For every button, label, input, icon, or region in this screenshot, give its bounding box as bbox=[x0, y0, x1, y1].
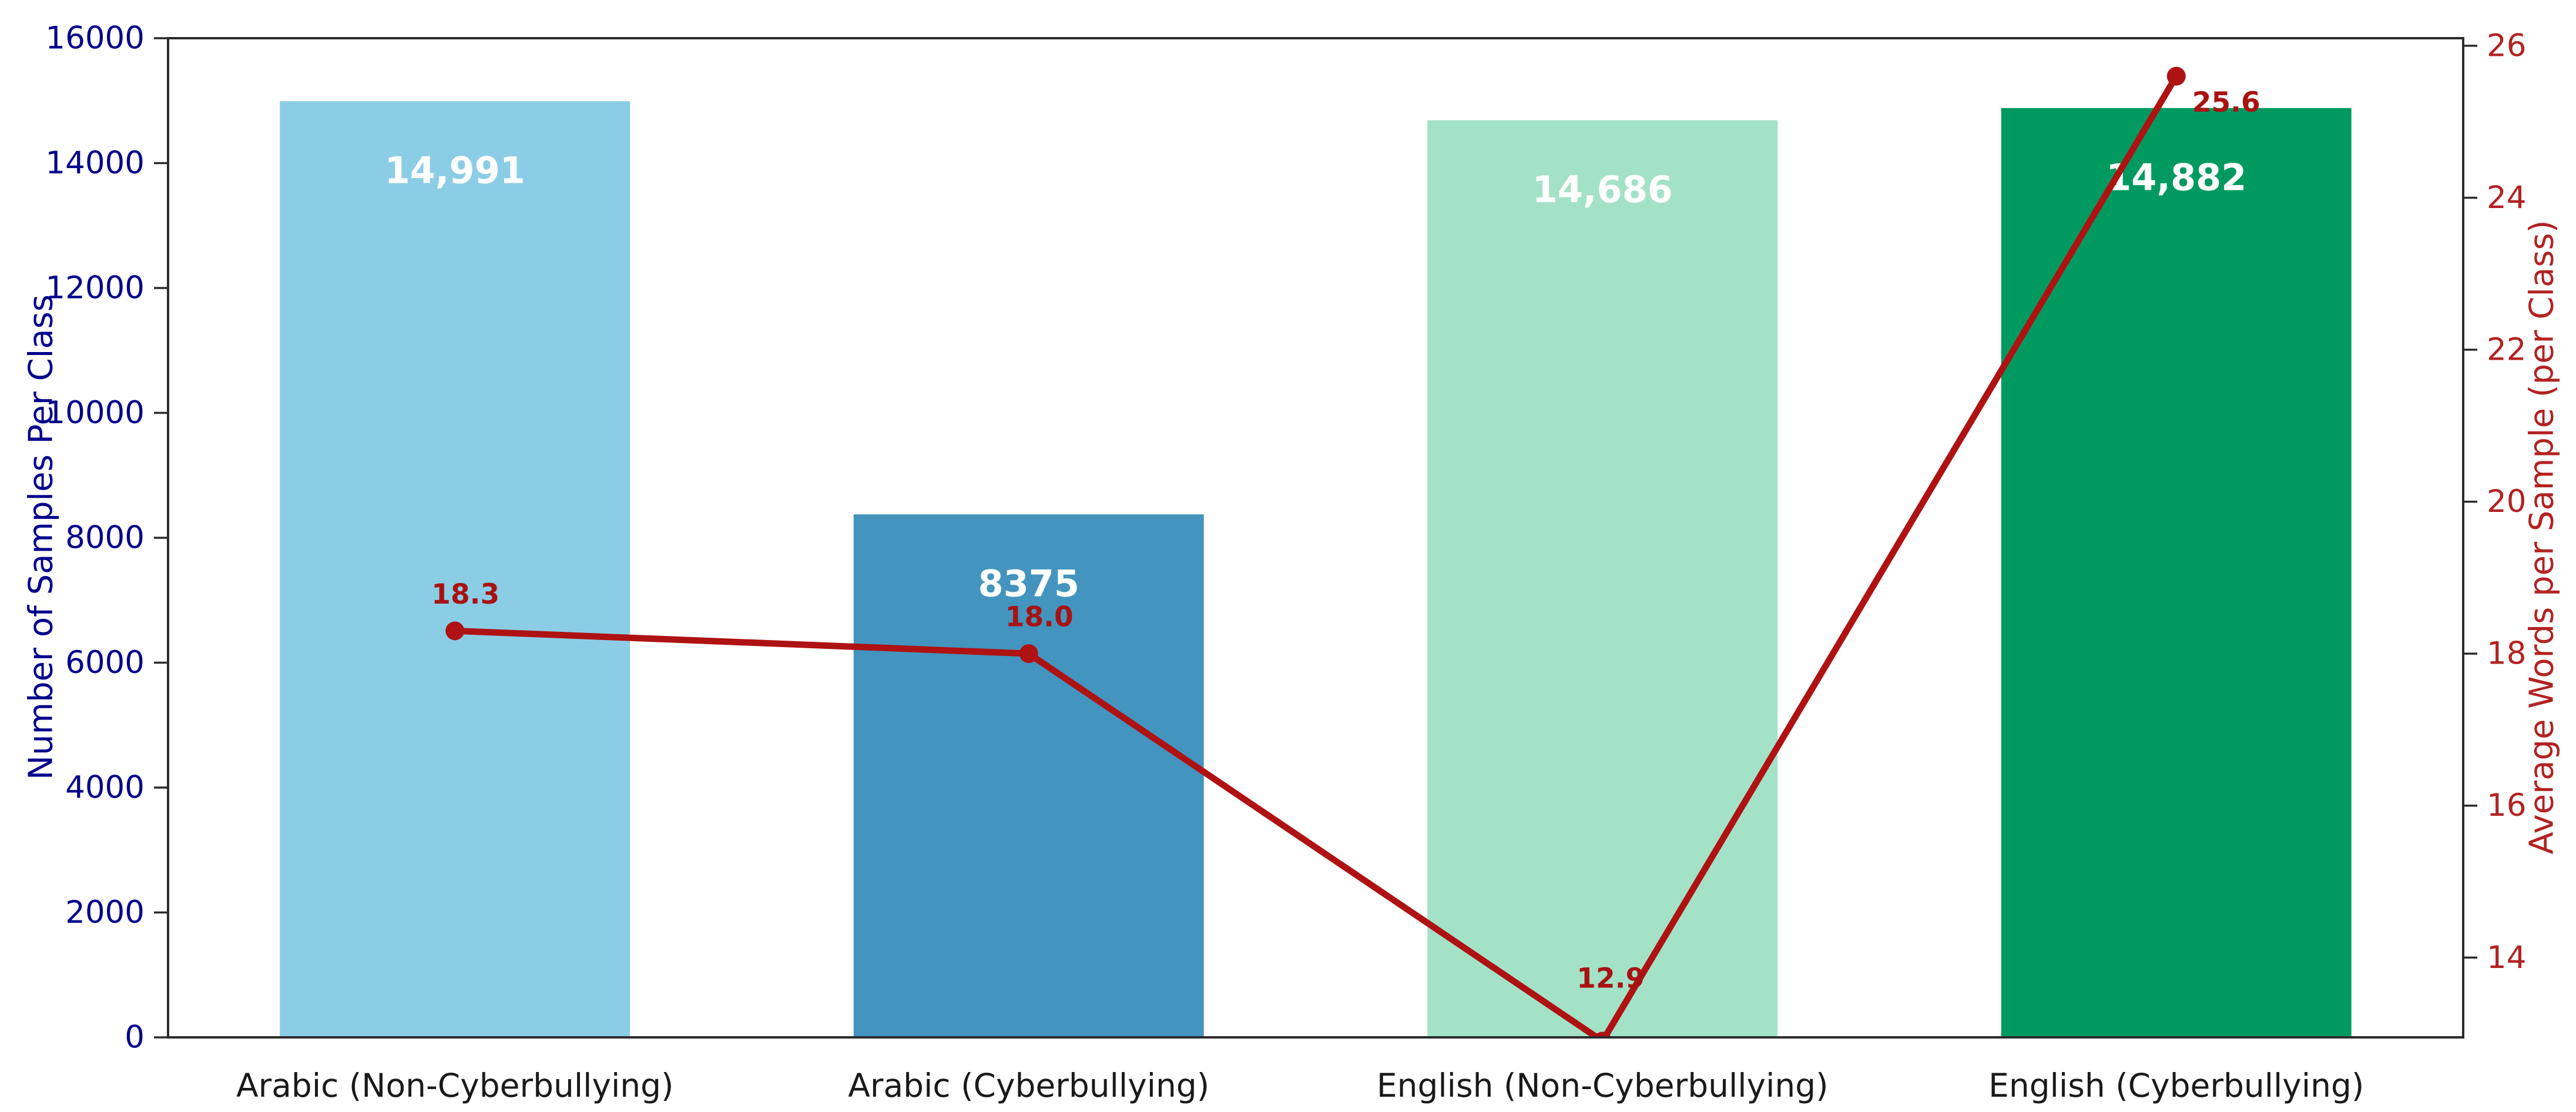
line-point-marker-1 bbox=[1019, 644, 1038, 664]
left-tick-label-6: 12000 bbox=[45, 270, 145, 306]
left-tick-label-4: 8000 bbox=[65, 520, 145, 556]
right-tick-label-0: 14 bbox=[2487, 940, 2526, 976]
left-tick-label-5: 10000 bbox=[45, 395, 145, 431]
x-tick-label-1: Arabic (Cyberbullying) bbox=[848, 1067, 1209, 1104]
right-tick-label-4: 22 bbox=[2487, 332, 2526, 368]
bar-2 bbox=[1427, 120, 1778, 1037]
bar-value-label-1: 8375 bbox=[978, 562, 1079, 605]
bar-1 bbox=[853, 514, 1204, 1037]
left-tick-label-8: 16000 bbox=[45, 21, 145, 56]
avg-words-line bbox=[451, 73, 2180, 1037]
bar-value-label-3: 14,882 bbox=[2106, 156, 2246, 199]
right-tick-label-2: 18 bbox=[2487, 636, 2526, 672]
line-point-label-2: 12.9 bbox=[1577, 963, 1645, 995]
right-y-axis-title: Average Words per Sample (per Class) bbox=[2523, 220, 2561, 855]
left-tick-label-7: 14000 bbox=[45, 145, 145, 181]
line-point-marker-3 bbox=[2166, 66, 2186, 86]
line-point-label-1: 18.0 bbox=[1005, 601, 1074, 634]
left-tick-label-1: 2000 bbox=[65, 895, 145, 930]
left-tick-label-0: 0 bbox=[125, 1020, 145, 1056]
left-tick-label-2: 4000 bbox=[65, 770, 145, 806]
line-point-marker-2 bbox=[1594, 1031, 1611, 1037]
line-point-label-3: 25.6 bbox=[2192, 86, 2260, 119]
line-point-marker-0 bbox=[445, 621, 465, 641]
bar-value-label-0: 14,991 bbox=[385, 149, 525, 192]
bar-3 bbox=[2001, 108, 2352, 1038]
right-tick-label-6: 26 bbox=[2487, 28, 2526, 63]
x-tick-label-3: English (Cyberbullying) bbox=[1988, 1067, 2364, 1104]
right-tick-label-5: 24 bbox=[2487, 180, 2526, 216]
right-tick-label-3: 20 bbox=[2487, 484, 2526, 520]
left-tick-label-3: 6000 bbox=[65, 645, 145, 681]
plot-frame bbox=[167, 37, 2464, 1039]
x-tick-label-0: Arabic (Non-Cyberbullying) bbox=[236, 1067, 674, 1104]
avg-words-line-group bbox=[445, 66, 2186, 1037]
left-y-axis-title: Number of Samples Per Class bbox=[22, 294, 61, 780]
x-tick-label-2: English (Non-Cyberbullying) bbox=[1377, 1067, 1829, 1104]
bar-value-label-2: 14,686 bbox=[1532, 168, 1673, 211]
right-tick-label-1: 16 bbox=[2487, 788, 2526, 823]
bar-0 bbox=[280, 101, 630, 1037]
line-point-label-0: 18.3 bbox=[431, 578, 499, 611]
